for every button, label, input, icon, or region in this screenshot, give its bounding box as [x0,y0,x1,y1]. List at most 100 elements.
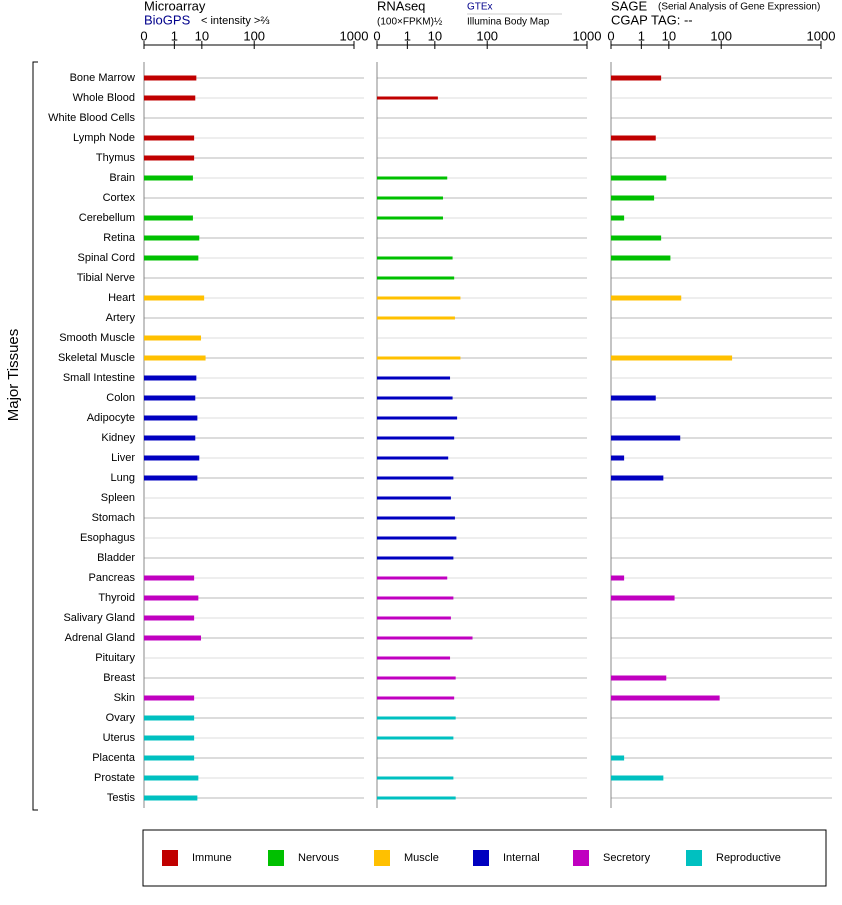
bar [144,735,195,741]
bar [377,476,454,480]
bar [611,355,733,361]
bar [377,616,451,620]
bar [377,416,458,420]
bar [611,255,671,261]
bar [611,135,656,141]
legend-label: Secretory [603,852,651,864]
bar [144,595,199,601]
bar [144,95,196,101]
legend-label: Internal [503,852,540,864]
legend-swatch [473,850,489,866]
category-label: Spinal Cord [78,252,135,264]
category-label: Ovary [106,712,136,724]
category-label: Lymph Node [73,132,135,144]
category-label: Pancreas [89,572,136,584]
bar [611,435,681,441]
bar [144,375,197,381]
bar [377,176,448,180]
bar [377,316,455,320]
x-tick-label: 10 [662,28,676,43]
x-tick-label: 0 [607,28,614,43]
category-label: Placenta [92,752,136,764]
bar [377,396,453,400]
x-tick-label: 1 [404,28,411,43]
bar [377,436,455,440]
x-tick-label: 0 [373,28,380,43]
bar [144,215,193,221]
legend-swatch [162,850,178,866]
bar [611,395,656,401]
panel-title: SAGE [611,0,647,13]
bar [611,455,625,461]
legend-swatch [374,850,390,866]
bar [377,696,455,700]
x-tick-label: 100 [476,28,498,43]
category-label: Small Intestine [63,372,135,384]
bar [144,715,195,721]
bar [377,576,448,580]
x-tick-label: 1 [638,28,645,43]
bar [377,376,451,380]
x-tick-label: 10 [195,28,209,43]
bar [377,556,454,560]
legend-label: Immune [192,852,232,864]
bar [377,736,454,740]
bar [144,295,205,301]
category-label: Smooth Muscle [59,332,135,344]
bar [144,355,206,361]
x-tick-label: 1000 [807,28,836,43]
bar [377,676,456,680]
panel-source: BioGPS [144,12,191,27]
bar [377,796,456,800]
bar [144,795,198,801]
bar [377,596,454,600]
bar [611,295,682,301]
category-label: Thyroid [98,592,135,604]
bar [144,415,198,421]
panel-title: Microarray [144,0,206,13]
bar [377,356,461,360]
legend-swatch [268,850,284,866]
bar [611,755,625,761]
category-label: Skeletal Muscle [58,352,135,364]
bar [144,435,196,441]
bar [611,675,667,681]
bar [377,716,456,720]
category-label: Thymus [96,152,136,164]
bar [144,455,200,461]
legend-swatch [573,850,589,866]
bar [611,175,667,181]
bar [377,516,455,520]
bar [377,296,461,300]
legend-box [142,829,827,887]
category-label: Breast [103,672,135,684]
legend-label: Muscle [404,852,439,864]
panel-title: RNAseq [377,0,425,13]
bar [144,395,196,401]
legend-swatch [686,850,702,866]
panel-unit: (100×FPKM)½ [377,17,443,28]
x-tick-label: 0 [140,28,147,43]
bar [611,235,662,241]
bar [377,256,453,260]
category-label: Whole Blood [73,92,135,104]
bar [144,255,199,261]
category-label: Cerebellum [79,212,135,224]
bar [377,656,451,660]
bar [144,575,195,581]
bar [377,456,449,460]
x-tick-label: 100 [243,28,265,43]
category-label: Stomach [92,512,135,524]
category-label: Artery [106,312,136,324]
category-label: Bone Marrow [70,72,135,84]
x-tick-label: 1000 [340,28,369,43]
category-label: Bladder [97,552,135,564]
category-label: White Blood Cells [48,112,135,124]
x-tick-label: 10 [428,28,442,43]
bar [377,636,473,640]
category-label: Retina [103,232,136,244]
y-axis-label: Major Tissues [5,329,22,422]
bar [144,135,195,141]
bar [377,776,454,780]
bar [377,216,443,220]
